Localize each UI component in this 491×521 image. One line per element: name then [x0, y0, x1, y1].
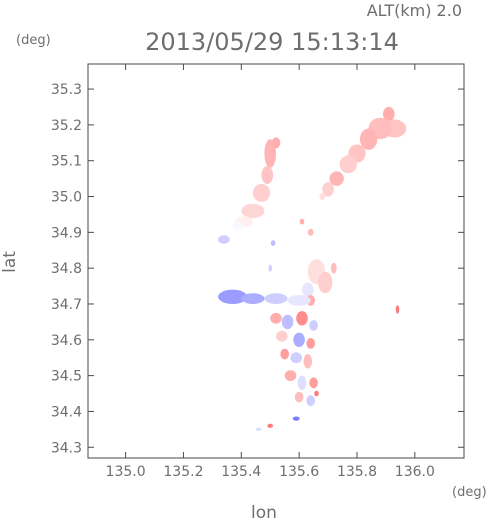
data-patch-26	[218, 289, 248, 304]
x-tick-label-1: 135.2	[163, 464, 203, 480]
data-patch-10	[271, 137, 281, 149]
data-patch-34	[309, 320, 318, 331]
x-tick-label-4: 135.8	[337, 464, 377, 480]
y-tick-label-6: 34.9	[51, 225, 82, 241]
data-patch-24	[302, 282, 314, 297]
y-tick-label-7: 35.0	[51, 190, 82, 206]
data-patches	[218, 106, 407, 432]
data-patch-23	[330, 262, 337, 274]
chart-title: 2013/05/29 15:13:14	[145, 28, 399, 56]
y-tick-label-1: 34.4	[51, 404, 82, 420]
data-patch-19	[270, 240, 276, 247]
x-tick-label-2: 135.4	[221, 464, 261, 480]
data-patch-39	[290, 352, 303, 364]
data-patch-5	[339, 155, 357, 174]
plot-frame	[87, 63, 465, 459]
x-axis-ticks: 135.0 135.2 135.4 135.6 135.8 136.0	[106, 64, 435, 480]
data-patch-17	[307, 228, 314, 236]
data-patch-0	[383, 106, 395, 122]
data-patch-28	[264, 293, 288, 304]
data-patch-20	[268, 264, 272, 272]
data-patch-41	[284, 370, 297, 381]
data-patch-13	[241, 203, 265, 219]
data-patch-49	[255, 427, 262, 432]
x-unit-label: (deg)	[452, 485, 487, 500]
data-patch-32	[281, 314, 294, 330]
x-tick-label-3: 135.6	[279, 464, 319, 480]
data-patch-29	[287, 295, 311, 306]
data-patch-7	[322, 182, 334, 197]
data-patch-11	[261, 166, 274, 184]
data-patch-33	[296, 311, 308, 326]
data-patch-27	[241, 293, 265, 304]
data-patch-47	[292, 416, 300, 421]
chart-subtitle: ALT(km) 2.0	[367, 1, 462, 20]
data-patch-44	[294, 391, 304, 403]
data-patch-3	[359, 128, 378, 150]
data-patch-22	[318, 271, 333, 294]
y-tick-label-10: 35.3	[51, 82, 82, 98]
data-patch-31	[270, 312, 282, 324]
data-patch-12	[252, 183, 271, 202]
y-axis-label: lat	[0, 251, 20, 273]
data-patch-6	[329, 171, 344, 186]
data-patch-43	[309, 377, 318, 389]
data-patch-8	[319, 192, 326, 201]
x-tick-label-0: 135.0	[106, 464, 146, 480]
data-patch-30	[395, 305, 400, 314]
data-patch-35	[276, 330, 288, 342]
data-patch-40	[303, 354, 313, 369]
y-unit-label: (deg)	[16, 33, 51, 48]
data-patch-45	[306, 395, 316, 407]
data-patch-46	[314, 390, 319, 397]
x-tick-label-5: 136.0	[395, 464, 435, 480]
data-patch-37	[306, 338, 316, 349]
y-tick-label-8: 35.1	[51, 154, 82, 170]
data-patch-42	[297, 375, 307, 390]
x-axis-label: lon	[251, 503, 277, 521]
data-patch-18	[299, 218, 305, 225]
data-patch-16	[218, 235, 230, 244]
y-tick-label-5: 34.8	[51, 261, 82, 277]
y-tick-label-0: 34.3	[51, 440, 82, 456]
data-patch-38	[280, 348, 290, 360]
data-patch-48	[267, 423, 274, 428]
data-patch-15	[232, 221, 245, 229]
y-axis-ticks: 34.3 34.4 34.5 34.6 34.7 34.8 34.9 35.0 35.1 35.2…	[51, 82, 464, 456]
data-patch-36	[293, 332, 305, 347]
y-tick-label-3: 34.6	[51, 333, 82, 349]
y-tick-label-4: 34.7	[51, 297, 82, 313]
y-tick-label-9: 35.2	[51, 118, 82, 134]
y-tick-label-2: 34.5	[51, 369, 82, 385]
